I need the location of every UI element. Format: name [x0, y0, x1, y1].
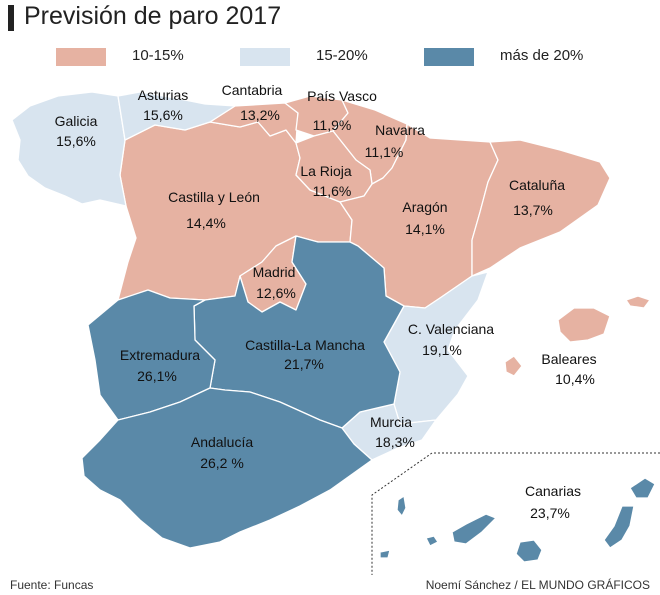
region-canarias-lanzarote	[629, 477, 656, 499]
label-c-valenciana-value: 19,1%	[422, 342, 462, 358]
region-canarias-gran-canaria	[515, 539, 543, 563]
label-baleares-name: Baleares	[541, 351, 596, 367]
label-canarias-value: 23,7%	[530, 505, 570, 521]
legend-label-15-20: 15-20%	[316, 47, 368, 64]
label-navarra-value: 11,1%	[365, 144, 404, 160]
label-navarra-name: Navarra	[375, 122, 425, 138]
label-andalucia-name: Andalucía	[191, 434, 253, 450]
title-accent-bar	[8, 5, 14, 31]
source-note: Fuente: Funcas	[10, 578, 94, 592]
label-aragon-value: 14,1%	[405, 221, 445, 237]
region-asturias	[117, 91, 236, 141]
label-cataluna-value: 13,7%	[513, 202, 553, 218]
label-canarias-name: Canarias	[525, 483, 581, 499]
label-baleares-value: 10,4%	[555, 371, 595, 387]
label-asturias-name: Asturias	[138, 87, 189, 103]
label-cataluna-name: Cataluña	[509, 177, 565, 193]
region-canarias-el-hierro	[379, 549, 391, 559]
label-pais-vasco-value: 11,9%	[313, 117, 352, 133]
region-cataluna	[471, 139, 611, 277]
label-extremadura-value: 26,1%	[137, 368, 177, 384]
map-title: Previsión de paro 2017	[24, 2, 282, 30]
legend-swatch-over-20	[424, 48, 474, 66]
label-andalucia-value: 26,2 %	[200, 455, 244, 471]
canarias-inset-border	[371, 452, 660, 575]
legend-swatch-15-20	[240, 48, 290, 66]
credit-note: Noemí Sánchez / EL MUNDO GRÁFICOS	[425, 578, 650, 592]
label-aragon-name: Aragón	[402, 199, 447, 215]
legend-swatch-10-15	[56, 48, 106, 66]
label-cantabria-name: Cantabria	[222, 82, 283, 98]
region-baleares-menorca	[625, 295, 651, 309]
label-extremadura-name: Extremadura	[120, 347, 200, 363]
region-baleares-ibiza	[504, 355, 523, 377]
region-canarias-fuerteventura	[603, 505, 635, 549]
label-castilla-leon-value: 14,4%	[186, 215, 226, 231]
label-pais-vasco-name: País Vasco	[307, 88, 377, 104]
legend-label-10-15: 10-15%	[132, 47, 184, 64]
legend-label-over-20: más de 20%	[500, 47, 584, 64]
label-asturias-value: 15,6%	[143, 107, 183, 123]
label-galicia-name: Galicia	[55, 113, 98, 129]
label-murcia-value: 18,3%	[375, 434, 415, 450]
label-la-rioja-name: La Rioja	[300, 163, 352, 179]
region-baleares-mallorca	[557, 307, 611, 343]
region-cantabria	[209, 102, 299, 144]
region-canarias-gomera	[425, 535, 439, 547]
label-cantabria-value: 13,2%	[240, 107, 280, 123]
label-la-rioja-value: 11,6%	[313, 183, 352, 199]
label-castilla-leon-name: Castilla y León	[168, 189, 260, 205]
region-canarias-la-palma	[396, 495, 407, 517]
region-galicia	[11, 91, 127, 207]
label-galicia-value: 15,6%	[56, 133, 96, 149]
label-castilla-la-mancha-name: Castilla-La Mancha	[245, 337, 365, 353]
label-murcia-name: Murcia	[370, 414, 412, 430]
region-andalucia	[81, 387, 373, 549]
label-castilla-la-mancha-value: 21,7%	[284, 356, 324, 372]
label-madrid-name: Madrid	[253, 264, 296, 280]
label-c-valenciana-name: C. Valenciana	[408, 321, 494, 337]
region-canarias-tenerife	[451, 513, 497, 545]
label-madrid-value: 12,6%	[256, 285, 296, 301]
